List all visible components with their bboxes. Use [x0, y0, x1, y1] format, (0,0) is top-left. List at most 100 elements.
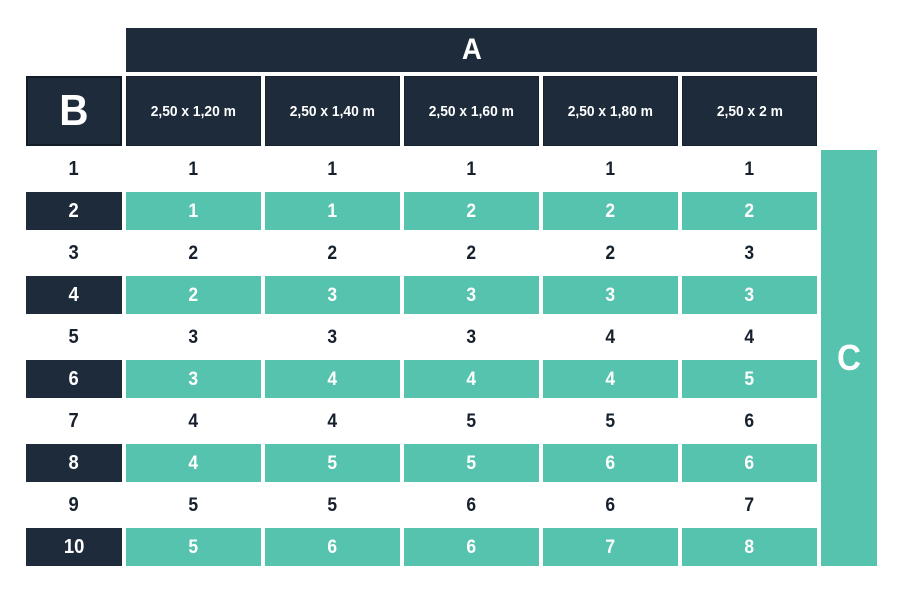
value-cell-r7-c3: 5 — [404, 402, 539, 440]
value-cell-r4-c5-label: 3 — [744, 284, 755, 306]
value-cell-r9-c5: 7 — [682, 486, 817, 524]
value-cell-r6-c5: 5 — [682, 360, 817, 398]
column-header-5: 2,50 x 2 m — [682, 76, 817, 146]
value-cell-r7-c4: 5 — [543, 402, 678, 440]
value-cell-r6-c1: 3 — [126, 360, 261, 398]
value-cell-r3-c4-label: 2 — [605, 242, 616, 264]
value-cell-r1-c3-label: 1 — [466, 158, 477, 180]
row-label-7: 7 — [26, 402, 122, 440]
value-cell-r7-c3-label: 5 — [466, 410, 477, 432]
row-label-1: 1 — [26, 150, 122, 188]
row-label-2-label: 2 — [68, 200, 80, 222]
value-cell-r1-c5-label: 1 — [744, 158, 755, 180]
value-cell-r5-c3: 3 — [404, 318, 539, 356]
value-cell-r2-c2-label: 1 — [327, 200, 338, 222]
value-cell-r10-c1: 5 — [126, 528, 261, 566]
value-cell-r6-c2: 4 — [265, 360, 400, 398]
value-cell-r1-c2-label: 1 — [327, 158, 338, 180]
value-cell-r2-c2: 1 — [265, 192, 400, 230]
column-axis-label: A — [461, 33, 482, 66]
value-cell-r8-c4-label: 6 — [605, 452, 616, 474]
value-cell-r8-c2: 5 — [265, 444, 400, 482]
column-header-5-label: 2,50 x 2 m — [716, 102, 783, 120]
side-axis-label: C — [837, 337, 861, 378]
row-label-6: 6 — [26, 360, 122, 398]
value-cell-r6-c2-label: 4 — [327, 368, 338, 390]
row-label-9: 9 — [26, 486, 122, 524]
value-cell-r1-c5: 1 — [682, 150, 817, 188]
value-cell-r4-c1-label: 2 — [188, 284, 199, 306]
value-cell-r6-c1-label: 3 — [188, 368, 199, 390]
value-cell-r6-c5-label: 5 — [744, 368, 755, 390]
row-label-3: 3 — [26, 234, 122, 272]
value-cell-r5-c1: 3 — [126, 318, 261, 356]
value-cell-r5-c3-label: 3 — [466, 326, 477, 348]
row-label-7-label: 7 — [68, 410, 80, 432]
value-cell-r6-c4-label: 4 — [605, 368, 616, 390]
column-axis-header: A — [126, 28, 817, 72]
value-cell-r3-c1: 2 — [126, 234, 261, 272]
row-label-6-label: 6 — [68, 368, 80, 390]
value-cell-r8-c4: 6 — [543, 444, 678, 482]
value-cell-r8-c2-label: 5 — [327, 452, 338, 474]
value-cell-r2-c4: 2 — [543, 192, 678, 230]
value-cell-r10-c2: 6 — [265, 528, 400, 566]
value-cell-r7-c2: 4 — [265, 402, 400, 440]
value-cell-r10-c3: 6 — [404, 528, 539, 566]
value-cell-r3-c5: 3 — [682, 234, 817, 272]
value-cell-r10-c5-label: 8 — [744, 536, 755, 558]
value-cell-r10-c4-label: 7 — [605, 536, 616, 558]
value-cell-r9-c3: 6 — [404, 486, 539, 524]
value-cell-r8-c3: 5 — [404, 444, 539, 482]
value-cell-r10-c5: 8 — [682, 528, 817, 566]
value-cell-r7-c1-label: 4 — [188, 410, 199, 432]
value-cell-r9-c4-label: 6 — [605, 494, 616, 516]
value-cell-r3-c4: 2 — [543, 234, 678, 272]
value-cell-r5-c1-label: 3 — [188, 326, 199, 348]
value-cell-r6-c3-label: 4 — [466, 368, 477, 390]
value-cell-r4-c5: 3 — [682, 276, 817, 314]
value-cell-r5-c4: 4 — [543, 318, 678, 356]
value-cell-r4-c2: 3 — [265, 276, 400, 314]
value-cell-r6-c3: 4 — [404, 360, 539, 398]
value-cell-r9-c3-label: 6 — [466, 494, 477, 516]
row-label-2: 2 — [26, 192, 122, 230]
column-header-2-label: 2,50 x 1,40 m — [289, 102, 376, 120]
value-cell-r8-c1: 4 — [126, 444, 261, 482]
row-label-4-label: 4 — [68, 284, 80, 306]
row-label-8: 8 — [26, 444, 122, 482]
value-cell-r9-c5-label: 7 — [744, 494, 755, 516]
value-cell-r1-c2: 1 — [265, 150, 400, 188]
size-lookup-table: A B C 2,50 x 1,20 m 2,50 x 1,40 m 2,50 x 1… — [26, 28, 877, 566]
value-cell-r4-c4-label: 3 — [605, 284, 616, 306]
row-label-10-label: 10 — [63, 536, 85, 558]
value-cell-r1-c3: 1 — [404, 150, 539, 188]
column-header-3-label: 2,50 x 1,60 m — [428, 102, 515, 120]
row-label-10: 10 — [26, 528, 122, 566]
value-cell-r3-c2-label: 2 — [327, 242, 338, 264]
value-cell-r3-c1-label: 2 — [188, 242, 199, 264]
value-cell-r5-c2: 3 — [265, 318, 400, 356]
value-cell-r3-c5-label: 3 — [744, 242, 755, 264]
row-label-9-label: 9 — [68, 494, 80, 516]
value-cell-r1-c1-label: 1 — [188, 158, 199, 180]
row-label-5: 5 — [26, 318, 122, 356]
value-cell-r4-c1: 2 — [126, 276, 261, 314]
value-cell-r7-c5-label: 6 — [744, 410, 755, 432]
value-cell-r7-c4-label: 5 — [605, 410, 616, 432]
column-header-4: 2,50 x 1,80 m — [543, 76, 678, 146]
column-header-4-label: 2,50 x 1,80 m — [567, 102, 654, 120]
value-cell-r7-c5: 6 — [682, 402, 817, 440]
value-cell-r4-c3-label: 3 — [466, 284, 477, 306]
value-cell-r9-c1-label: 5 — [188, 494, 199, 516]
value-cell-r3-c3-label: 2 — [466, 242, 477, 264]
value-cell-r2-c3-label: 2 — [466, 200, 477, 222]
value-cell-r10-c4: 7 — [543, 528, 678, 566]
value-cell-r10-c3-label: 6 — [466, 536, 477, 558]
value-cell-r2-c5-label: 2 — [744, 200, 755, 222]
value-cell-r8-c1-label: 4 — [188, 452, 199, 474]
value-cell-r4-c3: 3 — [404, 276, 539, 314]
value-cell-r2-c1-label: 1 — [188, 200, 199, 222]
row-axis-label: B — [59, 86, 89, 135]
value-cell-r10-c2-label: 6 — [327, 536, 338, 558]
